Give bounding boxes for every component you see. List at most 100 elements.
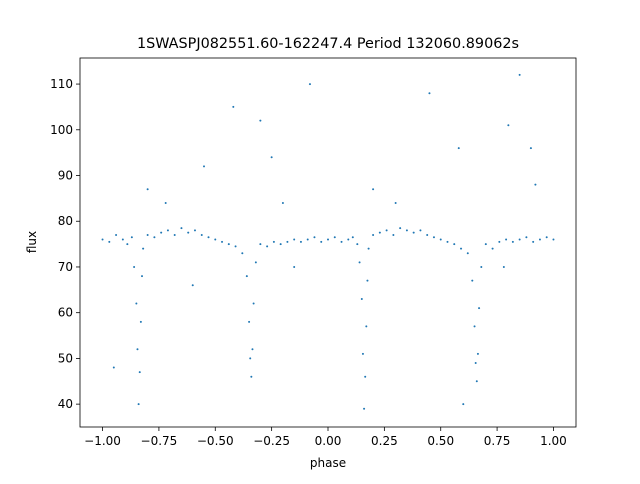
data-point: [115, 233, 118, 236]
data-point: [133, 265, 136, 268]
data-point: [313, 236, 316, 239]
data-point: [308, 83, 311, 86]
data-point: [372, 188, 375, 191]
data-point: [478, 307, 481, 310]
chart-title: 1SWASPJ082551.60-162247.4 Period 132060.…: [137, 36, 519, 52]
data-point: [306, 238, 309, 241]
data-point: [480, 265, 483, 268]
data-point: [347, 238, 350, 241]
y-tick-label: 40: [58, 397, 73, 411]
data-point: [227, 243, 230, 246]
data-point: [245, 275, 248, 278]
y-tick-label: 70: [58, 260, 73, 274]
data-point: [392, 233, 395, 236]
data-point: [164, 201, 167, 204]
data-point: [473, 325, 476, 328]
data-point: [136, 348, 139, 351]
data-point: [532, 240, 535, 243]
data-point: [502, 265, 505, 268]
data-point: [187, 231, 190, 234]
data-point: [432, 236, 435, 239]
data-point: [138, 371, 141, 374]
data-point: [511, 240, 514, 243]
data-point: [361, 352, 364, 355]
data-point: [135, 302, 138, 305]
data-point: [529, 147, 532, 150]
x-tick-label: 0.50: [427, 434, 454, 448]
data-point: [356, 243, 359, 246]
x-tick-label: −0.75: [141, 434, 178, 448]
data-point: [279, 243, 282, 246]
data-point: [446, 240, 449, 243]
data-point: [457, 147, 460, 150]
data-point: [394, 201, 397, 204]
y-tick-label: 110: [50, 77, 73, 91]
data-point: [534, 183, 537, 186]
y-axis-label: flux: [25, 231, 39, 253]
data-point: [367, 247, 370, 250]
data-point: [426, 233, 429, 236]
data-point: [453, 243, 456, 246]
data-point: [358, 261, 361, 264]
data-point: [476, 352, 479, 355]
plot-frame: [79, 57, 577, 428]
data-point: [250, 375, 253, 378]
data-point: [252, 302, 255, 305]
data-point: [207, 236, 210, 239]
data-point: [293, 265, 296, 268]
y-tick-label: 90: [58, 169, 73, 183]
data-point: [130, 236, 133, 239]
data-point: [248, 320, 251, 323]
data-point: [249, 357, 252, 360]
data-point: [385, 229, 388, 232]
data-point: [320, 240, 323, 243]
data-point: [505, 238, 508, 241]
data-point: [498, 240, 501, 243]
data-point: [293, 238, 296, 241]
data-point: [221, 240, 224, 243]
data-point: [146, 188, 149, 191]
data-point: [333, 236, 336, 239]
data-point: [272, 240, 275, 243]
data-point: [112, 366, 115, 369]
x-tick-label: −1.00: [84, 434, 121, 448]
data-point: [203, 165, 205, 168]
data-point: [484, 243, 487, 246]
data-point: [518, 238, 521, 241]
data-point: [234, 245, 237, 248]
data-point: [142, 247, 145, 250]
data-point: [366, 279, 369, 282]
data-point: [474, 361, 477, 364]
data-point: [491, 247, 494, 250]
data-point: [121, 238, 124, 241]
data-point: [351, 236, 354, 239]
data-point: [281, 201, 284, 204]
data-point: [360, 297, 363, 300]
data-point: [525, 236, 528, 239]
data-point: [412, 231, 415, 234]
data-point: [259, 243, 262, 246]
x-axis-label: phase: [310, 456, 346, 470]
data-point: [475, 380, 478, 383]
data-point: [340, 240, 343, 243]
data-point: [191, 284, 194, 287]
x-tick-label: 0.00: [315, 434, 342, 448]
data-point: [180, 227, 183, 230]
data-point: [101, 238, 104, 241]
data-point: [466, 252, 469, 255]
y-tick-label: 100: [50, 123, 73, 137]
data-point: [378, 231, 381, 234]
data-point: [286, 240, 289, 243]
data-point: [270, 156, 273, 159]
data-point: [439, 238, 442, 241]
data-point: [545, 236, 548, 239]
data-point: [254, 261, 257, 264]
data-point: [146, 233, 149, 236]
data-point: [166, 229, 169, 232]
data-point: [518, 73, 521, 76]
x-tick-label: −0.25: [253, 434, 290, 448]
data-point: [153, 236, 156, 239]
data-point: [460, 247, 463, 250]
data-point: [108, 240, 111, 243]
